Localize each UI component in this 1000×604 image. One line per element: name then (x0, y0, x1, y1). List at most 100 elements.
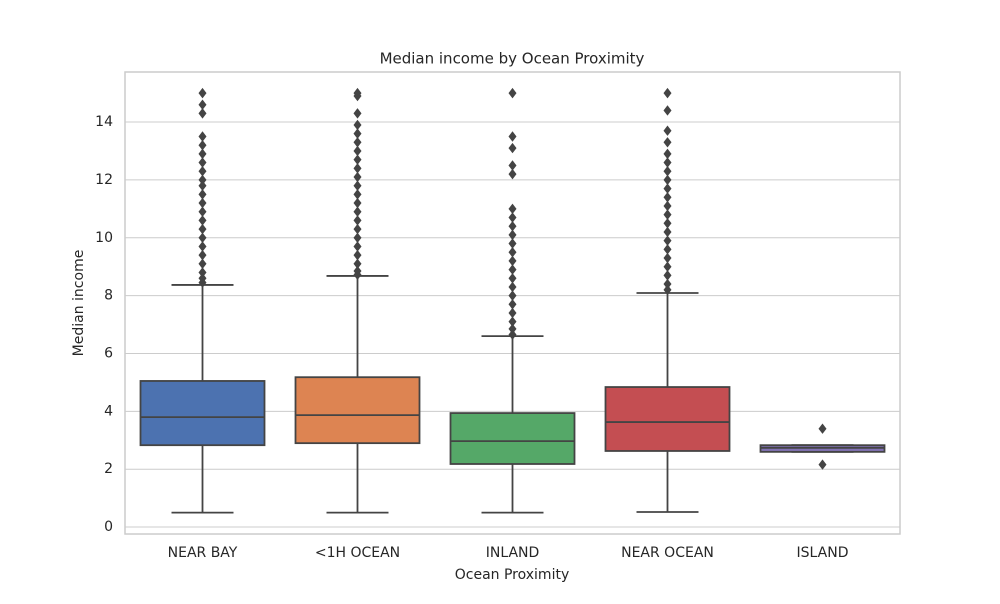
box (139, 380, 266, 447)
outlier (353, 163, 362, 174)
outlier (353, 128, 362, 139)
outlier (353, 90, 362, 102)
outlier (508, 203, 517, 215)
outlier (353, 241, 362, 252)
outlier (663, 183, 672, 194)
outlier (198, 249, 207, 261)
x-axis-label: Ocean Proximity (455, 567, 570, 583)
outlier (508, 212, 517, 223)
outlier (353, 119, 362, 131)
outlier (353, 232, 362, 243)
outlier (198, 189, 207, 200)
outlier (198, 258, 207, 270)
y-tick-label: 14 (95, 114, 113, 130)
outlier (663, 218, 672, 229)
plot-frame (124, 71, 901, 535)
outlier (353, 215, 362, 226)
outlier (508, 290, 517, 301)
outlier (198, 180, 207, 191)
y-tick-label: 4 (104, 403, 113, 419)
y-tick-label: 10 (95, 230, 113, 246)
outlier (508, 229, 517, 241)
x-tick-label: NEAR BAY (168, 545, 238, 561)
outlier (508, 273, 517, 284)
outlier (508, 323, 517, 335)
outlier (508, 220, 517, 232)
outlier (198, 166, 207, 177)
outlier (198, 267, 207, 278)
outlier (508, 238, 517, 249)
outlier (198, 241, 207, 252)
outlier (663, 261, 672, 272)
outlier (508, 142, 517, 154)
outlier (508, 247, 517, 258)
outlier (198, 108, 207, 119)
outlier (508, 281, 517, 293)
outlier (663, 284, 672, 296)
outlier (663, 166, 672, 177)
outlier (818, 459, 827, 470)
outlier (198, 206, 207, 217)
outlier (508, 307, 517, 319)
outlier (353, 206, 362, 217)
outlier (353, 108, 362, 119)
outlier (353, 197, 362, 209)
y-tick-label: 12 (95, 172, 113, 188)
box (604, 386, 731, 452)
outlier (663, 226, 672, 238)
outlier (198, 99, 207, 110)
outlier (353, 269, 362, 280)
x-tick-label: INLAND (486, 545, 540, 561)
outlier (508, 255, 517, 267)
box (294, 376, 421, 445)
outlier (198, 197, 207, 209)
outlier (198, 157, 207, 168)
outlier (818, 423, 827, 434)
y-axis-label: Median income (71, 250, 87, 357)
outlier (353, 249, 362, 261)
outlier (663, 105, 672, 116)
outlier (663, 192, 672, 203)
outlier (663, 87, 672, 99)
outlier (198, 223, 207, 235)
outlier (508, 168, 517, 180)
outlier (663, 157, 672, 168)
outlier (353, 145, 362, 157)
y-tick-label: 8 (104, 288, 113, 304)
outlier (663, 200, 672, 212)
outlier (198, 139, 207, 151)
outlier (663, 125, 672, 136)
outlier (508, 316, 517, 327)
outlier (663, 252, 672, 264)
y-tick-label: 2 (104, 461, 113, 477)
outlier (508, 87, 517, 99)
outlier (198, 148, 207, 160)
outlier (663, 209, 672, 220)
outlier (198, 174, 207, 186)
y-tick-label: 0 (104, 519, 113, 535)
outlier (663, 235, 672, 246)
outlier (198, 131, 207, 142)
outlier (353, 137, 362, 148)
outlier (663, 244, 672, 255)
outlier (198, 232, 207, 243)
outlier (508, 264, 517, 275)
outlier (663, 137, 672, 148)
box (449, 412, 576, 465)
outlier (508, 299, 517, 310)
outlier (508, 329, 517, 340)
outlier (353, 154, 362, 165)
x-tick-label: <1H OCEAN (315, 545, 400, 561)
outlier (353, 180, 362, 191)
outlier (198, 215, 207, 226)
outlier (353, 223, 362, 235)
outlier (198, 277, 207, 288)
outlier (508, 131, 517, 142)
y-tick-label: 6 (104, 345, 113, 361)
outlier (353, 189, 362, 200)
outlier (663, 148, 672, 160)
outlier (198, 87, 207, 99)
outlier (663, 174, 672, 186)
x-tick-label: ISLAND (797, 545, 849, 561)
